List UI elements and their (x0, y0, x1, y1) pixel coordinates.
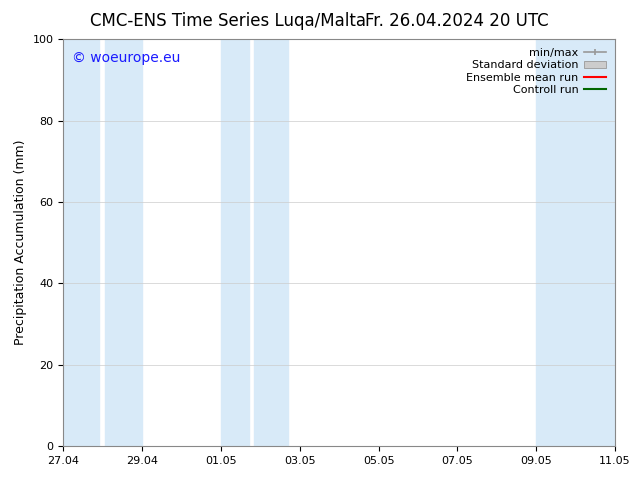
Bar (105, 39, 142, 446)
Bar (63, 39, 99, 446)
Text: Fr. 26.04.2024 20 UTC: Fr. 26.04.2024 20 UTC (365, 12, 548, 30)
Legend: min/max, Standard deviation, Ensemble mean run, Controll run: min/max, Standard deviation, Ensemble me… (463, 45, 609, 98)
Bar (254, 39, 288, 446)
Bar (536, 39, 615, 446)
Text: © woeurope.eu: © woeurope.eu (72, 51, 180, 65)
Y-axis label: Precipitation Accumulation (mm): Precipitation Accumulation (mm) (14, 140, 27, 345)
Text: CMC-ENS Time Series Luqa/Malta: CMC-ENS Time Series Luqa/Malta (90, 12, 366, 30)
Bar (221, 39, 249, 446)
